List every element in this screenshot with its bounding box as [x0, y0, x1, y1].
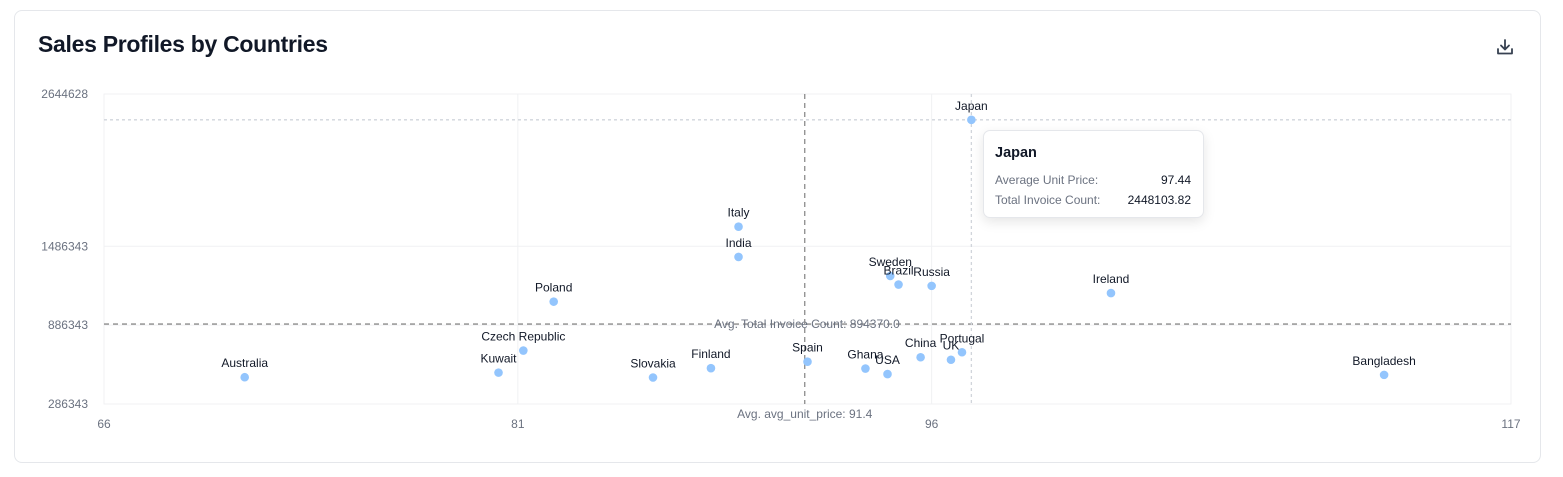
point-label: Ireland — [1093, 272, 1130, 286]
point-label: Russia — [913, 265, 950, 279]
data-point[interactable] — [706, 363, 716, 373]
x-tick-label: 117 — [1501, 417, 1520, 431]
y-tick-label: 1486343 — [41, 239, 88, 253]
data-point[interactable] — [883, 369, 892, 379]
data-point[interactable] — [240, 372, 249, 382]
point-label: India — [726, 236, 752, 250]
data-point[interactable] — [494, 368, 503, 377]
point-label: Sweden — [869, 255, 912, 269]
point-label: USA — [875, 353, 900, 367]
x-tick-label: 96 — [925, 417, 939, 431]
data-point[interactable] — [1106, 288, 1116, 298]
point-label: Ghana — [847, 348, 883, 362]
data-point[interactable] — [803, 357, 812, 367]
point-label: Italy — [728, 206, 750, 220]
data-point[interactable] — [885, 271, 895, 281]
data-point[interactable] — [967, 115, 976, 125]
y-tick-label: 886343 — [48, 318, 88, 332]
data-point[interactable] — [734, 222, 743, 232]
download-button[interactable] — [1494, 37, 1516, 57]
y-tick-label: 286343 — [48, 397, 88, 411]
data-point[interactable] — [946, 355, 956, 365]
point-label: Brazil — [884, 264, 914, 278]
point-label: Czech Republic — [481, 330, 565, 344]
tooltip: Japan Average Unit Price: 97.44 Total In… — [983, 130, 1204, 218]
download-icon — [1497, 39, 1513, 55]
point-label: Finland — [691, 347, 730, 361]
point-label: Spain — [792, 341, 823, 355]
data-point[interactable] — [894, 280, 903, 289]
avg-invoice-label: Avg. Total Invoice Count: 894370.0 — [714, 317, 900, 331]
avg-price-label: Avg. avg_unit_price: 91.4 — [737, 407, 873, 421]
point-label: Australia — [221, 356, 268, 370]
data-point[interactable] — [927, 281, 936, 291]
x-tick-label: 81 — [511, 417, 525, 431]
point-label: China — [905, 336, 937, 350]
x-tick-label: 66 — [97, 417, 111, 431]
point-label: Portugal — [940, 331, 985, 345]
point-label: Slovakia — [630, 356, 676, 370]
point-label: UK — [943, 339, 960, 353]
data-point[interactable] — [519, 346, 528, 355]
data-point[interactable] — [1379, 370, 1389, 380]
data-point[interactable] — [648, 373, 658, 382]
data-point[interactable] — [734, 252, 743, 262]
tooltip-row-invoice: Total Invoice Count: 2448103.82 — [995, 193, 1191, 207]
tooltip-row-price: Average Unit Price: 97.44 — [995, 173, 1191, 187]
point-label: Poland — [535, 281, 572, 295]
y-tick-label: 2644628 — [41, 87, 88, 101]
tooltip-title: Japan — [995, 145, 1037, 161]
data-point[interactable] — [549, 297, 558, 306]
data-point[interactable] — [957, 347, 967, 357]
chart-title: Sales Profiles by Countries — [38, 31, 328, 57]
point-label: Kuwait — [480, 352, 517, 366]
point-label: Bangladesh — [1352, 354, 1415, 368]
data-point[interactable] — [916, 352, 925, 362]
data-point[interactable] — [861, 364, 870, 373]
chart-card — [14, 10, 1541, 463]
point-label: Japan — [955, 99, 988, 113]
